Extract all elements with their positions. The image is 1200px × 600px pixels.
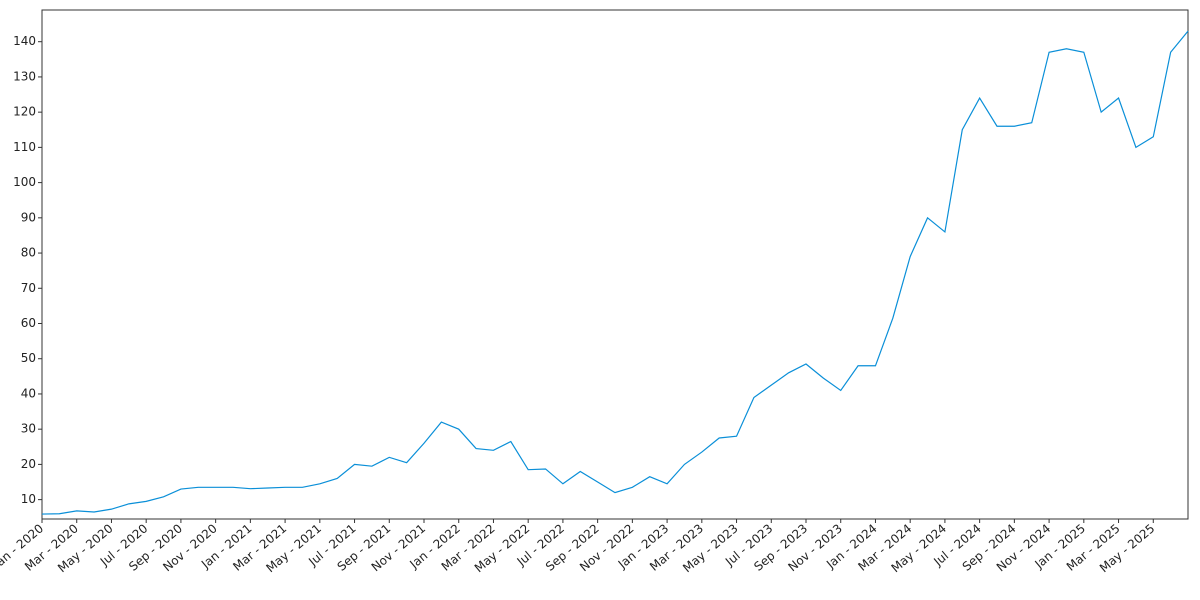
y-tick-label: 40 bbox=[21, 386, 36, 400]
y-tick-label: 10 bbox=[21, 492, 36, 506]
y-tick-label: 100 bbox=[13, 175, 36, 189]
y-tick-label: 50 bbox=[21, 351, 36, 365]
y-tick-label: 30 bbox=[21, 422, 36, 436]
plot-frame bbox=[41, 9, 1189, 520]
y-tick-label: 130 bbox=[13, 69, 36, 83]
y-tick-label: 70 bbox=[21, 281, 36, 295]
y-tick-label: 20 bbox=[21, 457, 36, 471]
y-tick-label: 140 bbox=[13, 34, 36, 48]
y-tick-label: 90 bbox=[21, 210, 36, 224]
y-tick-label: 110 bbox=[13, 140, 36, 154]
y-tick-label: 80 bbox=[21, 246, 36, 260]
y-tick-label: 60 bbox=[21, 316, 36, 330]
y-tick-label: 120 bbox=[13, 105, 36, 119]
price-line bbox=[41, 30, 1189, 515]
